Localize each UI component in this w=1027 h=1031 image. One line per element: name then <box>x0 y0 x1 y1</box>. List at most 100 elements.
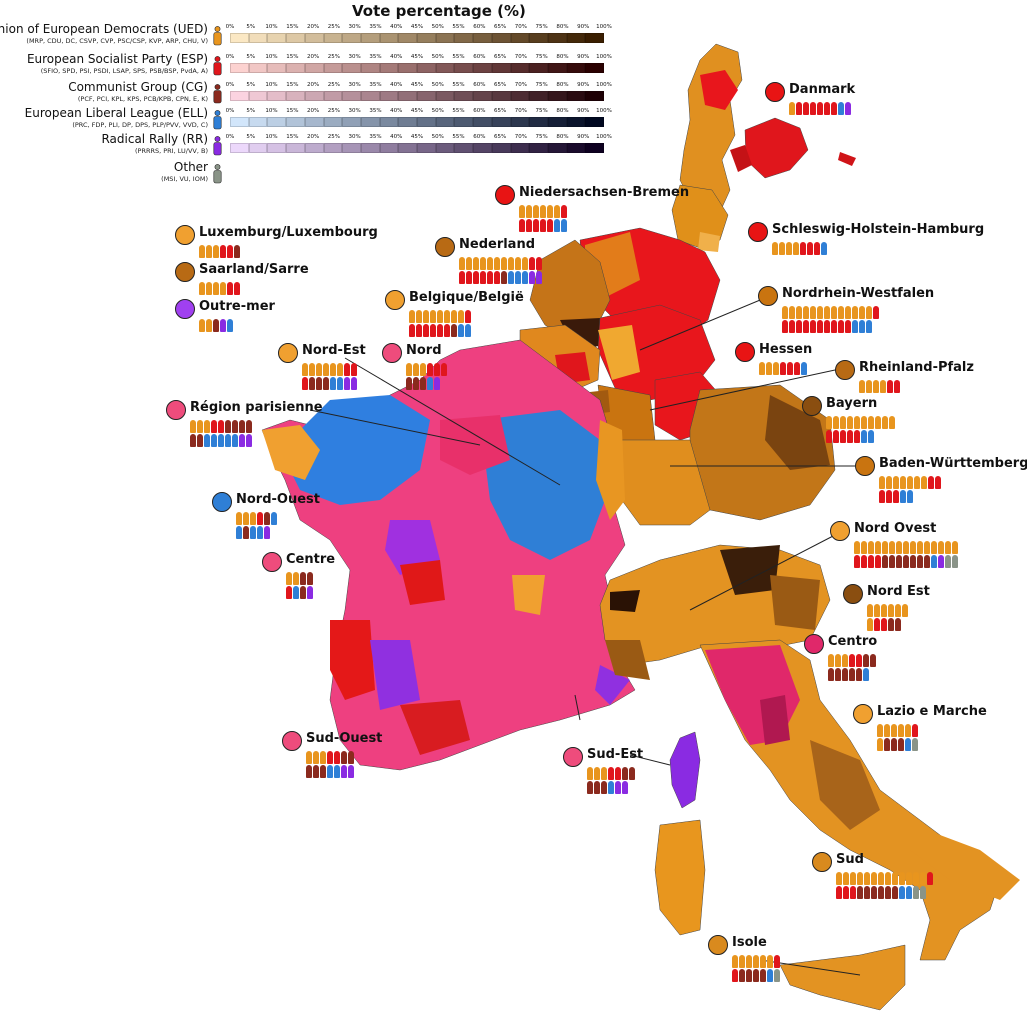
legend-tick-label: 15% <box>286 82 299 88</box>
seat-figure-icon <box>924 555 930 568</box>
legend-swatch <box>360 33 380 43</box>
legend-tick-label: 50% <box>431 82 444 88</box>
leader-regionparis <box>309 409 481 446</box>
legend-swatch <box>248 91 268 101</box>
seat-figure-icon <box>533 219 539 232</box>
seat-figure-icon <box>466 271 472 284</box>
seat-figures <box>459 257 543 284</box>
seat-figure-icon <box>952 555 958 568</box>
region-name: Nordrhein-Westfalen <box>782 286 935 301</box>
region-marker-dot <box>812 852 832 872</box>
seat-figure-icon <box>833 430 839 443</box>
map-nrw-west <box>598 325 640 380</box>
seat-figure-icon <box>906 886 912 899</box>
seat-figure-icon <box>787 362 793 375</box>
seat-figure-icon <box>817 102 823 115</box>
legend-tick-label: 100% <box>596 54 612 60</box>
seat-figure-icon <box>882 555 888 568</box>
seat-figure-icon <box>465 324 471 337</box>
seat-figure-icon <box>416 324 422 337</box>
legend-tick-label: 60% <box>473 134 486 140</box>
seat-figure-icon <box>824 102 830 115</box>
region-name: Nord Ovest <box>854 521 937 536</box>
legend-swatch <box>454 33 474 43</box>
seat-figure-icon <box>828 654 834 667</box>
legend-tick-label: 20% <box>306 82 320 88</box>
seat-figures <box>406 363 448 390</box>
seat-figure-icon <box>850 872 856 885</box>
seat-figure-icon <box>856 654 862 667</box>
seat-figure-icon <box>199 319 205 332</box>
seat-figure-icon <box>307 586 313 599</box>
seat-figure-icon <box>885 872 891 885</box>
seat-figure-icon <box>348 765 354 778</box>
seat-figure-icon <box>561 219 567 232</box>
legend-swatch <box>510 117 530 127</box>
legend-tick-label: 70% <box>514 134 527 140</box>
seat-figure-icon <box>444 324 450 337</box>
legend-party-name: Other <box>173 160 208 174</box>
seat-figure-icon <box>286 586 292 599</box>
seat-figure-icon <box>861 416 867 429</box>
seat-figure-icon <box>451 310 457 323</box>
party-figure-icon <box>213 110 222 130</box>
seat-figure-icon <box>306 751 312 764</box>
legend-swatch <box>435 143 455 153</box>
seat-figure-icon <box>871 886 877 899</box>
legend-tick-label: 40% <box>390 134 403 140</box>
seat-figure-icon <box>867 618 873 631</box>
seat-figure-icon <box>293 572 299 585</box>
map-umbria <box>760 695 790 745</box>
seat-figure-icon <box>850 886 856 899</box>
seat-figure-icon <box>334 765 340 778</box>
map-sudouest-red <box>400 700 470 755</box>
region-marker-dot <box>708 935 728 955</box>
seat-figure-icon <box>938 541 944 554</box>
seat-figure-icon <box>945 541 951 554</box>
region-marker-dot <box>802 396 822 416</box>
seat-figure-icon <box>924 541 930 554</box>
seat-figure-icon <box>420 363 426 376</box>
seat-figures <box>190 420 253 447</box>
legend-swatch <box>547 143 567 153</box>
legend-tick-label: 50% <box>431 108 444 114</box>
seat-figure-icon <box>773 362 779 375</box>
legend-row: European Liberal League (ELL) (PRC, FDP, … <box>0 106 620 146</box>
seat-figure-icon <box>912 724 918 737</box>
seat-figure-icon <box>257 512 263 525</box>
seat-figures <box>732 955 781 982</box>
seat-figure-icon <box>746 955 752 968</box>
seat-figure-icon <box>327 751 333 764</box>
legend-swatch <box>230 33 249 43</box>
legend-swatch <box>417 63 436 73</box>
legend-tick-label: 20% <box>306 108 320 114</box>
seat-figure-icon <box>903 555 909 568</box>
legend-tick-label: 10% <box>265 134 278 140</box>
seat-figure-icon <box>875 541 881 554</box>
map-abruzzo <box>810 740 880 830</box>
legend-tick-label: 10% <box>265 108 278 114</box>
legend-tick-label: 65% <box>493 54 507 60</box>
region-marker-dot <box>175 262 195 282</box>
seat-figure-icon <box>886 476 892 489</box>
seat-figure-icon <box>629 767 635 780</box>
seat-figure-icon <box>789 102 795 115</box>
seat-figure-icon <box>409 324 415 337</box>
map-sicilia <box>779 944 906 1011</box>
seat-figure-icon <box>480 271 486 284</box>
map-france-nordouest <box>285 395 430 505</box>
seat-figure-icon <box>487 257 493 270</box>
legend-tick-label: 55% <box>452 134 465 140</box>
region-marker-dot <box>735 342 755 362</box>
seat-figure-icon <box>864 886 870 899</box>
seat-figure-icon <box>536 271 542 284</box>
seat-figure-icon <box>906 872 912 885</box>
seat-figures <box>772 242 828 255</box>
seat-figure-icon <box>828 668 834 681</box>
legend-swatch <box>547 117 567 127</box>
legend-swatch <box>566 143 586 153</box>
legend-swatch <box>473 33 492 43</box>
legend-tick-label: 70% <box>514 82 527 88</box>
region-marker-dot <box>843 584 863 604</box>
seat-figure-icon <box>896 541 902 554</box>
